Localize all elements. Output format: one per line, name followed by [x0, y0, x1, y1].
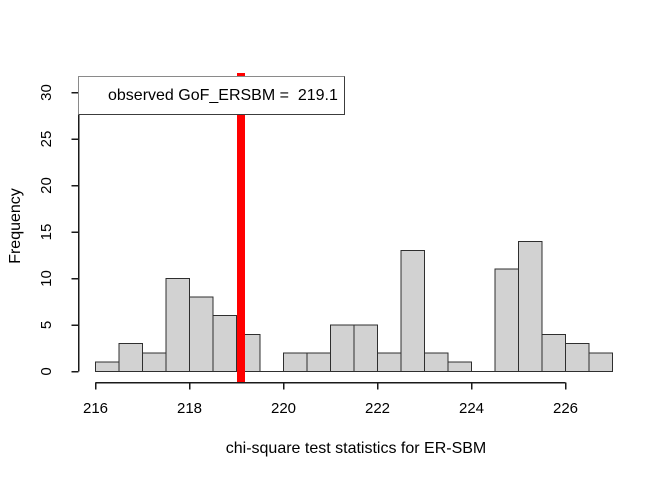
histogram-bar [189, 296, 214, 373]
legend-text: observed GoF_ERSBM = 219.1 [108, 86, 338, 104]
histogram-bar [95, 361, 120, 373]
y-tick-label: 5 [38, 321, 55, 329]
histogram-bar [212, 315, 237, 373]
y-tick-label: 0 [38, 367, 55, 375]
histogram-bar [494, 268, 519, 373]
x-tick-label: 220 [271, 400, 296, 417]
y-tick-label: 25 [38, 131, 55, 148]
histogram-bar [588, 352, 613, 372]
histogram-bar [377, 352, 402, 372]
legend-box: observed GoF_ERSBM = 219.1 [78, 76, 345, 115]
histogram-bar [565, 343, 590, 373]
y-tick-label: 10 [38, 270, 55, 287]
histogram-bar [353, 324, 378, 372]
histogram-bar [306, 352, 331, 372]
histogram-bar [447, 361, 472, 373]
y-tick-label: 15 [38, 224, 55, 241]
x-tick-label: 224 [459, 400, 484, 417]
histogram-bar [424, 352, 449, 372]
histogram-bar [400, 250, 425, 373]
observed-statistic-line [237, 73, 246, 383]
x-tick-label: 216 [83, 400, 108, 417]
y-axis-title: Frequency [7, 188, 24, 264]
y-tick-label: 20 [38, 177, 55, 194]
x-tick-label: 226 [553, 400, 578, 417]
x-tick-label: 218 [177, 400, 202, 417]
histogram-bar [330, 324, 355, 372]
x-tick-label: 222 [365, 400, 390, 417]
histogram-bar [541, 333, 566, 372]
histogram-bar [142, 352, 167, 372]
histogram-bar [118, 343, 143, 373]
y-tick-label: 30 [38, 84, 55, 101]
histogram-bar [283, 352, 308, 372]
histogram-bar [518, 240, 543, 372]
histogram-bar [165, 278, 190, 372]
x-axis-title: chi-square test statistics for ER-SBM [225, 440, 487, 457]
